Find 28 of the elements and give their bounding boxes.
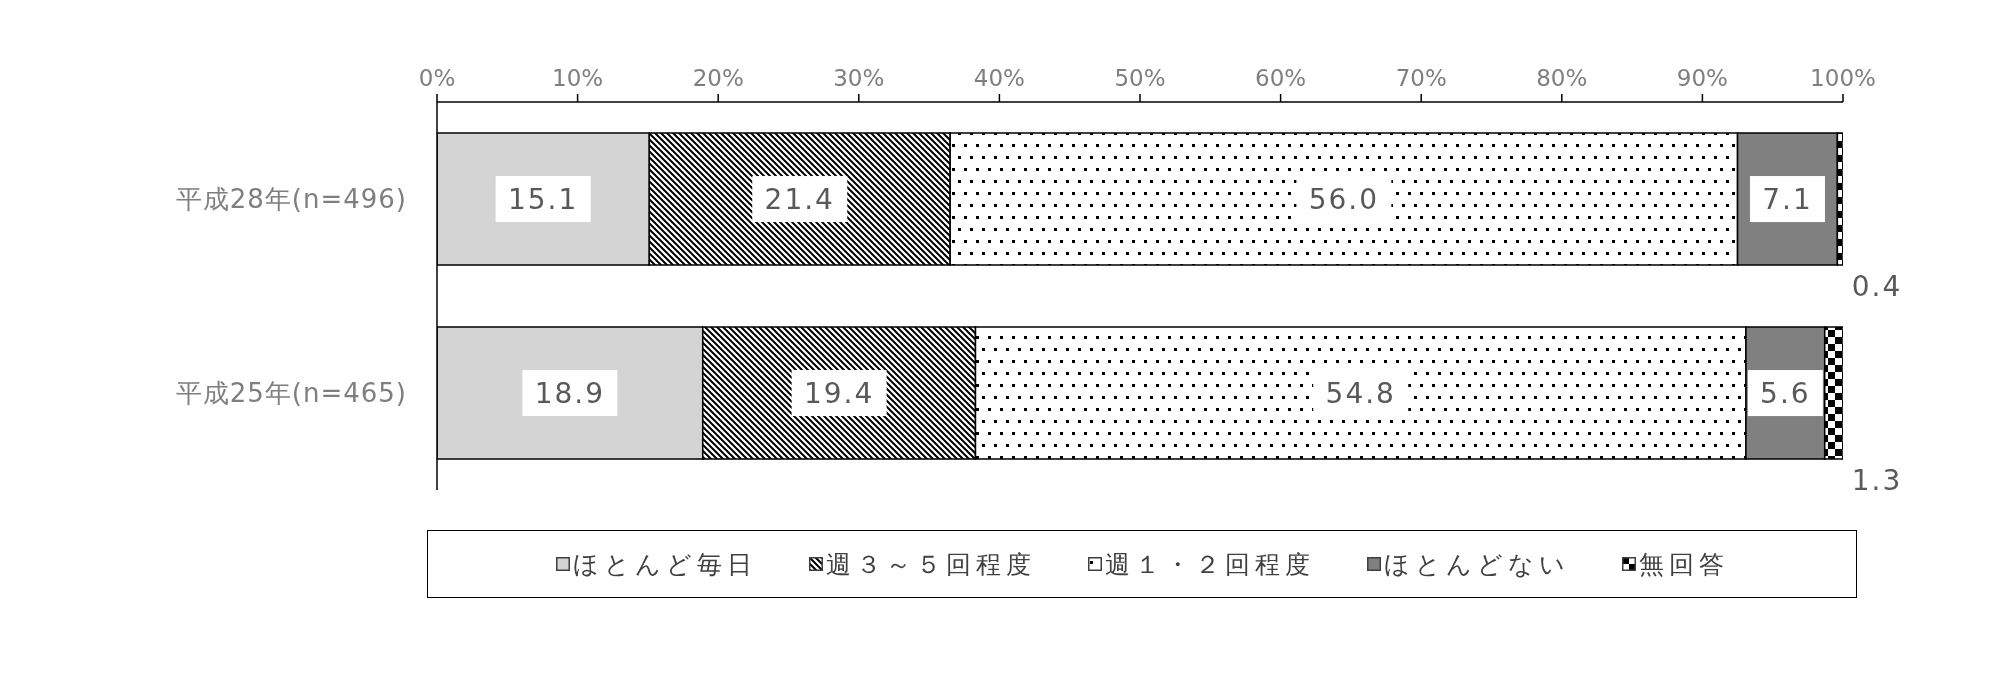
data-label: 0.4 (1851, 269, 1903, 303)
data-label: 19.4 (803, 376, 875, 410)
x-tick-label: 60% (1255, 65, 1307, 91)
legend-label: 無回答 (1638, 548, 1729, 581)
legend-label: ほとんどない (1383, 548, 1570, 581)
x-tick-label: 90% (1676, 65, 1728, 91)
legend-label: 週３～５回程度 (825, 548, 1036, 581)
data-label: 5.6 (1760, 376, 1811, 410)
data-label: 54.8 (1325, 376, 1396, 410)
x-tick-label: 10% (552, 65, 604, 91)
data-label: 56.0 (1308, 182, 1380, 216)
data-label: 15.1 (507, 182, 579, 216)
data-label: 7.1 (1762, 182, 1813, 216)
x-tick-label: 30% (833, 65, 885, 91)
data-label: 21.4 (764, 182, 835, 216)
x-tick-label: 80% (1536, 65, 1588, 91)
y-tick-label: 平成25年(n=465) (175, 378, 407, 408)
x-tick-label: 50% (1114, 65, 1166, 91)
legend-label: 週１・２回程度 (1104, 548, 1315, 581)
data-label: 18.9 (534, 376, 606, 410)
x-tick-label: 20% (692, 65, 744, 91)
x-tick-label: 70% (1395, 65, 1447, 91)
x-tick-label: 0% (418, 65, 456, 91)
legend-label: ほとんど毎日 (572, 548, 757, 581)
x-tick-label: 40% (973, 65, 1025, 91)
x-tick-label: 100% (1810, 65, 1876, 91)
data-label: 1.3 (1851, 463, 1903, 497)
y-tick-label: 平成28年(n=496) (175, 184, 407, 214)
